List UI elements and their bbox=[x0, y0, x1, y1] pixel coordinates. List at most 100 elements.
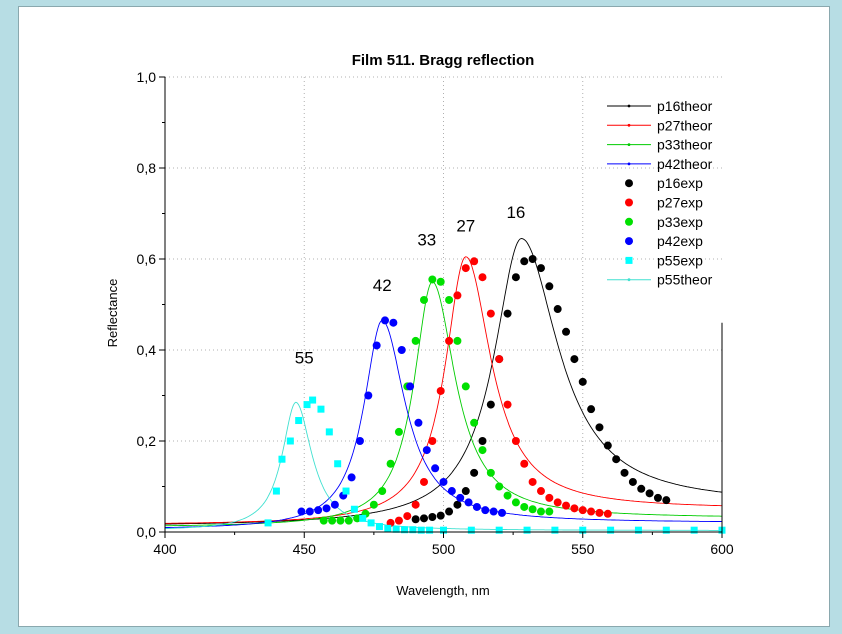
p42exp-point bbox=[364, 391, 373, 400]
p16exp-point bbox=[612, 455, 621, 464]
p42exp-point bbox=[372, 341, 381, 350]
p27exp-point bbox=[595, 508, 604, 517]
p33exp-point bbox=[369, 500, 378, 509]
p42exp-point bbox=[389, 318, 398, 327]
p16theor-legend-marker bbox=[627, 104, 631, 108]
peak-label: 33 bbox=[417, 230, 436, 249]
p27exp-point bbox=[511, 437, 520, 445]
p55exp-point bbox=[286, 437, 294, 445]
p16exp-point bbox=[445, 507, 454, 516]
p33exp-point bbox=[378, 487, 387, 496]
p55exp-point bbox=[367, 519, 375, 527]
p16exp-point bbox=[553, 305, 562, 314]
p55exp-point bbox=[272, 487, 280, 495]
p55exp-point bbox=[579, 526, 587, 534]
p27exp-point bbox=[578, 506, 587, 515]
p27theor-legend-label: p27theor bbox=[657, 117, 713, 133]
p16exp-point bbox=[478, 437, 487, 445]
p16exp-point bbox=[411, 515, 420, 524]
p55exp-point bbox=[607, 526, 615, 534]
p33exp-point bbox=[511, 498, 520, 507]
p42exp-point bbox=[431, 464, 440, 473]
p16exp-point bbox=[620, 468, 629, 477]
p42theor-curve bbox=[165, 319, 722, 528]
p27exp-point bbox=[520, 459, 529, 468]
y-tick-label: 0,4 bbox=[137, 342, 157, 358]
p42exp-point bbox=[297, 507, 306, 516]
p16exp-point bbox=[536, 264, 545, 273]
p42exp-point bbox=[472, 502, 481, 511]
p55exp-point bbox=[278, 455, 286, 463]
p42exp-point bbox=[322, 504, 331, 513]
p33exp-point bbox=[328, 516, 337, 525]
p33exp-point bbox=[319, 516, 328, 525]
y-tick-label: 0,0 bbox=[137, 524, 157, 540]
p33exp-point bbox=[428, 275, 437, 284]
p16exp-point bbox=[528, 255, 537, 263]
p42exp-point bbox=[381, 316, 390, 325]
p33exp-point bbox=[503, 491, 512, 500]
p27exp-point bbox=[453, 291, 462, 300]
p16exp-point bbox=[428, 512, 437, 521]
p16exp-point bbox=[637, 484, 646, 493]
p16exp-point bbox=[653, 493, 662, 502]
p16exp-point bbox=[520, 257, 529, 266]
p27exp-legend-label: p27exp bbox=[657, 195, 703, 211]
p55exp-legend-label: p55exp bbox=[657, 252, 703, 268]
p42exp-point bbox=[422, 446, 431, 455]
p42exp-point bbox=[464, 498, 473, 507]
p33exp-point bbox=[420, 295, 429, 304]
p27exp-point bbox=[562, 501, 571, 510]
peak-label: 42 bbox=[373, 276, 392, 295]
p16exp-point bbox=[645, 489, 654, 498]
p16theor-legend-label: p16theor bbox=[657, 98, 713, 114]
p33exp-legend-label: p33exp bbox=[657, 214, 703, 230]
p55exp-point bbox=[495, 526, 503, 534]
y-tick-label: 0,2 bbox=[137, 433, 157, 449]
p33exp-point bbox=[520, 502, 529, 511]
p42exp-point bbox=[406, 382, 415, 391]
p55exp-point bbox=[467, 526, 475, 534]
p33exp-point bbox=[545, 507, 554, 516]
p55exp-point bbox=[309, 396, 317, 404]
y-tick-label: 0,6 bbox=[137, 251, 157, 267]
p27exp-point bbox=[545, 493, 554, 502]
p55exp-point bbox=[334, 460, 342, 468]
p55theor-legend-label: p55theor bbox=[657, 272, 713, 288]
p33exp-legend-marker bbox=[625, 217, 633, 226]
p55exp-point bbox=[690, 526, 698, 534]
p27exp-point bbox=[503, 400, 512, 409]
p42exp-point bbox=[305, 507, 314, 516]
p16exp-point bbox=[511, 273, 520, 282]
p27exp-point bbox=[528, 477, 537, 486]
p16exp-point bbox=[486, 400, 495, 409]
p55exp-point bbox=[303, 401, 311, 409]
p42exp-point bbox=[330, 500, 339, 509]
p27exp-point bbox=[445, 336, 454, 345]
p27exp-point bbox=[403, 512, 412, 521]
y-tick-label: 1,0 bbox=[137, 69, 157, 85]
y-tick-label: 0,8 bbox=[137, 160, 157, 176]
p55exp-point bbox=[417, 526, 425, 534]
p42exp-point bbox=[481, 506, 490, 515]
p55exp-point bbox=[392, 525, 400, 533]
p27exp-point bbox=[553, 498, 562, 507]
p55exp-point bbox=[440, 526, 447, 534]
p42exp-point bbox=[314, 506, 323, 515]
p55exp-point bbox=[401, 526, 409, 534]
p33exp-point bbox=[470, 418, 479, 427]
p33theor-legend-marker bbox=[627, 143, 631, 147]
p16exp-point bbox=[503, 309, 512, 318]
p27exp-legend-marker bbox=[625, 198, 633, 207]
x-tick-label: 500 bbox=[432, 541, 456, 557]
peak-label: 27 bbox=[456, 217, 475, 236]
p16exp-point bbox=[578, 377, 587, 386]
p27exp-point bbox=[436, 386, 445, 395]
p55exp-point bbox=[551, 526, 559, 534]
x-axis-title: Wavelength, nm bbox=[396, 583, 489, 598]
p55exp-point bbox=[264, 519, 272, 527]
p27exp-point bbox=[461, 264, 470, 273]
p16exp-point bbox=[662, 496, 671, 505]
x-tick-label: 600 bbox=[710, 541, 734, 557]
p33exp-point bbox=[478, 446, 487, 455]
